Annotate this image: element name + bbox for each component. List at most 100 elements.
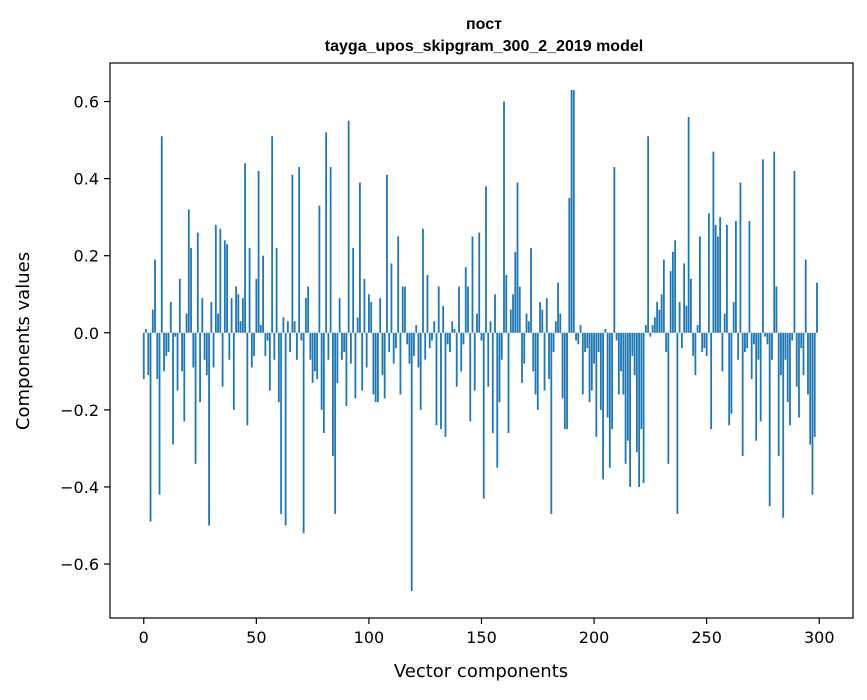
- bar-243: [689, 278, 692, 333]
- bar-136: [449, 332, 451, 353]
- bar-282: [777, 332, 780, 457]
- bar-81: [325, 132, 328, 333]
- x-axis: 0 50 100 150 200 250 300: [139, 618, 835, 647]
- bar-211: [617, 332, 620, 395]
- bar-4: [151, 309, 154, 333]
- bar-47: [248, 248, 251, 333]
- bar-264: [737, 332, 740, 360]
- bar-35: [221, 332, 224, 387]
- bar-268: [746, 332, 749, 349]
- bar-297: [811, 332, 814, 495]
- bar-18: [183, 332, 186, 422]
- bar-290: [795, 332, 798, 387]
- bar-71: [302, 332, 305, 534]
- bar-113: [397, 236, 400, 333]
- bar-75: [311, 332, 314, 383]
- bar-27: [203, 332, 206, 360]
- bar-153: [487, 332, 490, 387]
- x-tick-label: 250: [691, 628, 722, 647]
- bar-298: [813, 332, 816, 437]
- bar-141: [460, 332, 463, 372]
- bar-28: [205, 332, 208, 376]
- bar-184: [557, 282, 559, 333]
- bar-76: [313, 332, 316, 372]
- bar-40: [232, 332, 235, 410]
- bar-228: [656, 301, 659, 333]
- y-tick-label: 0.0: [74, 324, 99, 343]
- bar-186: [561, 332, 564, 399]
- y-tick-label: −0.4: [60, 478, 99, 497]
- bar-281: [775, 286, 778, 333]
- bar-70: [300, 332, 303, 341]
- bar-283: [780, 332, 782, 376]
- bar-236: [674, 240, 677, 333]
- bar-178: [543, 332, 546, 391]
- bar-77: [316, 332, 319, 380]
- bar-274: [759, 332, 762, 422]
- bar-284: [782, 332, 785, 518]
- bar-248: [701, 332, 704, 353]
- bar-256: [719, 217, 722, 333]
- bar-62: [282, 317, 285, 333]
- bar-197: [586, 332, 589, 349]
- bar-140: [458, 286, 460, 333]
- bar-198: [588, 332, 591, 403]
- bars-group: [142, 89, 818, 592]
- bar-254: [714, 224, 717, 333]
- bar-8: [160, 136, 163, 333]
- y-axis-label: Components values: [13, 252, 34, 430]
- bar-86: [336, 332, 339, 383]
- bar-39: [230, 298, 233, 333]
- bar-105: [379, 298, 382, 333]
- y-tick-label: 0.6: [74, 93, 99, 112]
- bar-106: [381, 332, 384, 376]
- bar-158: [498, 332, 501, 403]
- bar-58: [273, 332, 276, 360]
- bar-212: [620, 332, 622, 372]
- bar-208: [611, 332, 613, 430]
- bar-296: [809, 332, 812, 445]
- bar-24: [196, 232, 199, 333]
- bar-209: [613, 167, 616, 333]
- bar-3: [149, 332, 152, 522]
- bar-131: [437, 286, 440, 333]
- bar-224: [647, 136, 650, 333]
- bar-299: [816, 282, 818, 333]
- bar-261: [730, 332, 733, 414]
- bar-49: [253, 332, 255, 356]
- bar-89: [343, 332, 346, 353]
- bar-1: [145, 328, 147, 333]
- bar-20: [187, 209, 190, 333]
- bar-174: [534, 332, 537, 395]
- bar-292: [800, 332, 803, 349]
- bar-83: [329, 167, 332, 333]
- bar-60: [277, 332, 280, 403]
- bar-240: [683, 263, 686, 333]
- bar-32: [214, 224, 217, 333]
- bar-200: [593, 332, 595, 364]
- bar-260: [728, 332, 731, 426]
- bar-41: [235, 286, 237, 333]
- bar-170: [525, 313, 528, 333]
- bar-73: [307, 286, 310, 333]
- bar-132: [440, 332, 442, 430]
- bar-293: [802, 332, 805, 376]
- bar-286: [786, 332, 789, 403]
- bar-273: [757, 332, 760, 360]
- bar-90: [345, 332, 348, 407]
- bar-97: [361, 332, 364, 391]
- bar-180: [548, 332, 550, 380]
- bar-146: [471, 236, 474, 333]
- x-tick-label: 300: [804, 628, 835, 647]
- bar-119: [410, 332, 413, 592]
- bar-176: [539, 301, 541, 333]
- bar-56: [268, 332, 271, 391]
- bar-45: [244, 163, 246, 333]
- bar-154: [489, 321, 492, 333]
- bar-213: [622, 332, 625, 395]
- bar-249: [703, 332, 706, 349]
- x-tick-label: 50: [246, 628, 266, 647]
- bar-147: [473, 332, 476, 391]
